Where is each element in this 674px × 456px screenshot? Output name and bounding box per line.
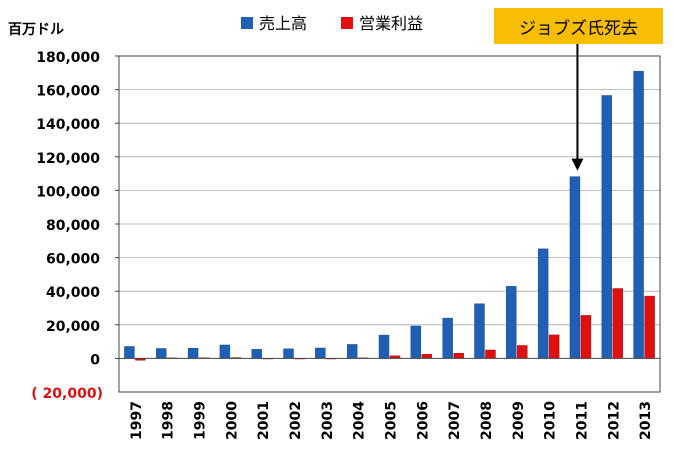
bar-sales-2012: [601, 95, 612, 359]
y-axis-ticks: 180,000 160,000 140,000 120,000 100,000 80,00…: [31, 50, 119, 402]
x-tick-label: 2004: [352, 401, 368, 440]
x-tick-label: 2009: [511, 401, 527, 440]
x-tick-label: 2000: [224, 401, 240, 440]
bar-sales-2007: [442, 317, 453, 359]
unit-label: 百万ドル: [8, 22, 64, 38]
bar-operating-income-2006: [421, 354, 433, 359]
bar-sales-2013: [633, 71, 644, 359]
legend-swatch-operating-income: [341, 17, 353, 29]
y-tick-label: 20,000: [46, 319, 100, 335]
x-tick-label: 2002: [288, 401, 304, 440]
bar-operating-income-2012: [612, 288, 623, 359]
bar-operating-income-2009: [517, 345, 528, 359]
x-tick-label: 2010: [543, 401, 559, 440]
bar-sales-2010: [537, 248, 549, 359]
bar-operating-income-2008: [485, 349, 496, 359]
bar-sales-2006: [410, 325, 422, 359]
bar-sales-2011: [569, 176, 581, 359]
x-tick-label: 2013: [638, 401, 654, 440]
legend-label-operating-income: 営業利益: [359, 14, 423, 33]
bar-sales-2008: [474, 303, 485, 359]
x-tick-label: 1999: [193, 401, 209, 440]
annotation-arrow: [571, 44, 584, 171]
bar-sales-2003: [315, 347, 326, 359]
bar-sales-2004: [346, 344, 358, 359]
bars: [124, 71, 655, 361]
bar-sales-1997: [124, 346, 135, 359]
bar-sales-2000: [219, 344, 231, 359]
y-tick-label: 120,000: [36, 151, 100, 167]
annotation-text: ジョブズ氏死去: [519, 18, 638, 39]
bar-operating-income-2010: [548, 334, 560, 359]
y-tick-label: 140,000: [36, 117, 100, 133]
x-tick-label: 2011: [574, 401, 590, 440]
x-tick-label: 1998: [161, 401, 177, 440]
bar-operating-income-2011: [580, 315, 592, 359]
bar-sales-2001: [251, 349, 262, 359]
x-tick-label: 2006: [415, 401, 431, 440]
x-tick-label: 2003: [320, 401, 336, 440]
x-tick-label: 2005: [384, 401, 400, 440]
bar-sales-2009: [506, 286, 517, 359]
legend-label-sales: 売上高: [259, 14, 307, 33]
plot-frame: [118, 55, 661, 393]
y-tick-label: ( 20,000): [31, 386, 103, 402]
annotation-callout: ジョブズ氏死去: [494, 8, 663, 44]
y-tick-label: 80,000: [46, 218, 100, 234]
legend: 売上高 営業利益: [241, 14, 423, 33]
bar-operating-income-2007: [453, 352, 464, 359]
y-tick-label: 40,000: [46, 285, 100, 301]
x-tick-label: 2007: [447, 401, 463, 440]
y-tick-label: 0: [90, 352, 100, 368]
y-tick-label: 100,000: [36, 184, 100, 200]
x-tick-label: 1997: [129, 401, 145, 440]
y-tick-label: 180,000: [36, 50, 100, 66]
x-tick-label: 2012: [606, 401, 622, 440]
x-tick-label: 2008: [479, 401, 495, 440]
bar-sales-2005: [378, 334, 390, 359]
bar-sales-2002: [283, 348, 294, 359]
x-tick-label: 2001: [256, 401, 272, 440]
x-axis-ticks: 1997 1998 1999 2000 2001 2002 2003 2004 2005 2006…: [129, 401, 654, 440]
bar-operating-income-2013: [644, 295, 655, 359]
legend-swatch-sales: [241, 17, 253, 29]
y-tick-label: 160,000: [36, 84, 100, 100]
y-tick-label: 60,000: [46, 252, 100, 268]
bar-sales-1998: [156, 348, 167, 359]
bar-sales-1999: [187, 347, 199, 359]
